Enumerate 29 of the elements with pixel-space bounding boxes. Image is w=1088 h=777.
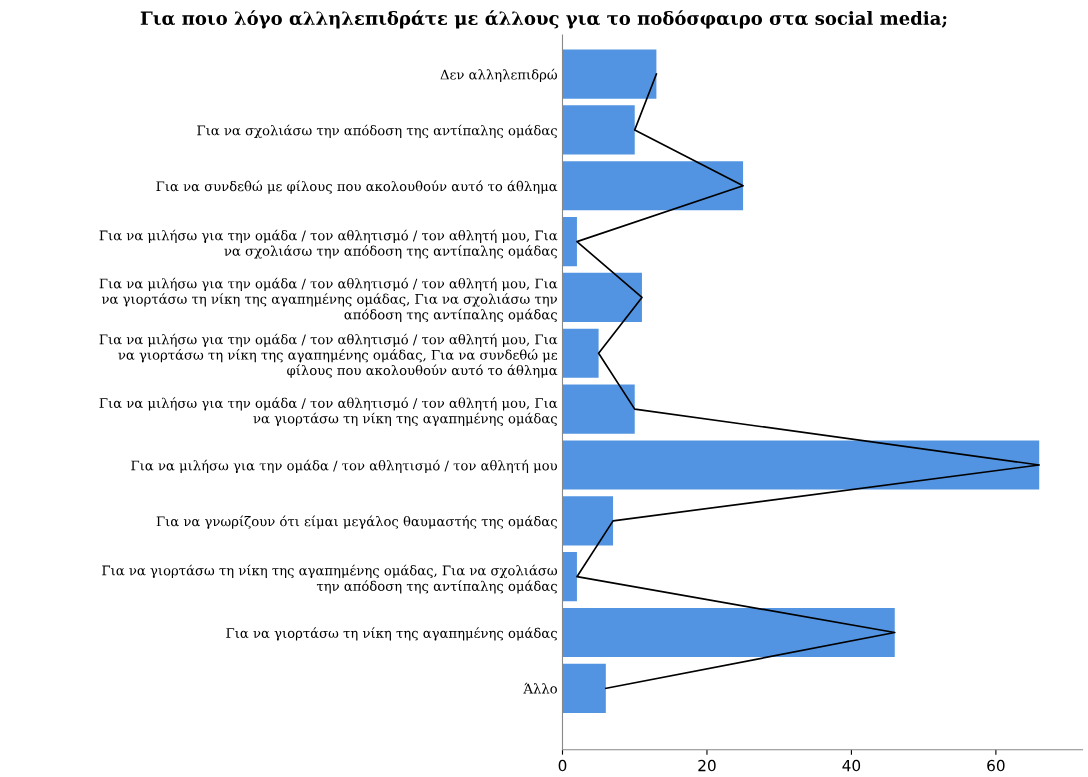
- bar: [562, 496, 614, 546]
- bar: [562, 663, 606, 713]
- bar: [562, 552, 577, 602]
- bar: [562, 384, 635, 434]
- bar: [562, 607, 895, 658]
- y-tick-label: Για να γνωρίζουν ότι είμαι μεγάλος θαυμαστής της ομάδας: [156, 515, 557, 529]
- bar: [562, 440, 1040, 490]
- y-tick-label: Για να σχολιάσω την απόδοση της αντίπαλης ομάδας: [197, 124, 557, 139]
- y-tick-label: Άλλο: [523, 682, 557, 694]
- y-tick-label: Για να γιορτάσω τη νίκη της αγαπημένης ομάδας: [226, 627, 557, 641]
- x-tick-label: 20: [698, 759, 716, 772]
- x-tick-label: 0: [558, 759, 567, 772]
- bar: [562, 49, 657, 99]
- y-tick-label: Για να μιλήσω για την ομάδα / τον αθλητισμό / τον αθλητή μου, Για να σχολιάσω την απόδοση της αντίπαλης ομάδας: [99, 229, 558, 259]
- y-tick-label: Για να συνδεθώ με φίλους που ακολουθούν αυτό το άθλημα: [156, 180, 558, 194]
- x-tick-label: 60: [987, 759, 1005, 772]
- bar: [562, 105, 635, 155]
- bar: [562, 161, 744, 211]
- y-tick-label: Για να γιορτάσω τη νίκη της αγαπημένης ομάδας, Για να σχολιάσω την απόδοση της αντίπαλης ομάδας: [102, 564, 557, 594]
- y-tick-label: Δεν αλληλεπιδρώ: [440, 68, 557, 83]
- chart-title: Για ποιο λόγο αλληλεπιδράτε με άλλους για το ποδόσφαιρο στα social media;: [140, 10, 947, 29]
- y-tick-label: Για να μιλήσω για την ομάδα / τον αθλητισμό / τον αθλητή μου, Για να γιορτάσω τη νίκη της αγαπημένης ομάδας, Για να συνδεθώ με φίλους που ακολουθούν αυτό το άθλημα: [99, 333, 558, 378]
- bar: [562, 328, 599, 378]
- y-tick-label: Για να μιλήσω για την ομάδα / τον αθλητισμό / τον αθλητή μου: [131, 459, 557, 474]
- y-tick-label: Για να μιλήσω για την ομάδα / τον αθλητισμό / τον αθλητή μου, Για να γιορτάσω τη νίκη της αγαπημένης ομάδας, Για να σχολιάσω την απόδοση της αντίπαλης ομάδας: [99, 277, 558, 323]
- bar: [562, 272, 642, 323]
- bar: [562, 217, 577, 267]
- y-tick-label: Για να μιλήσω για την ομάδα / τον αθλητισμό / τον αθλητή μου, Για να γιορτάσω τη νίκη της αγαπημένης ομάδας: [99, 397, 558, 426]
- x-tick-label: 40: [842, 759, 861, 772]
